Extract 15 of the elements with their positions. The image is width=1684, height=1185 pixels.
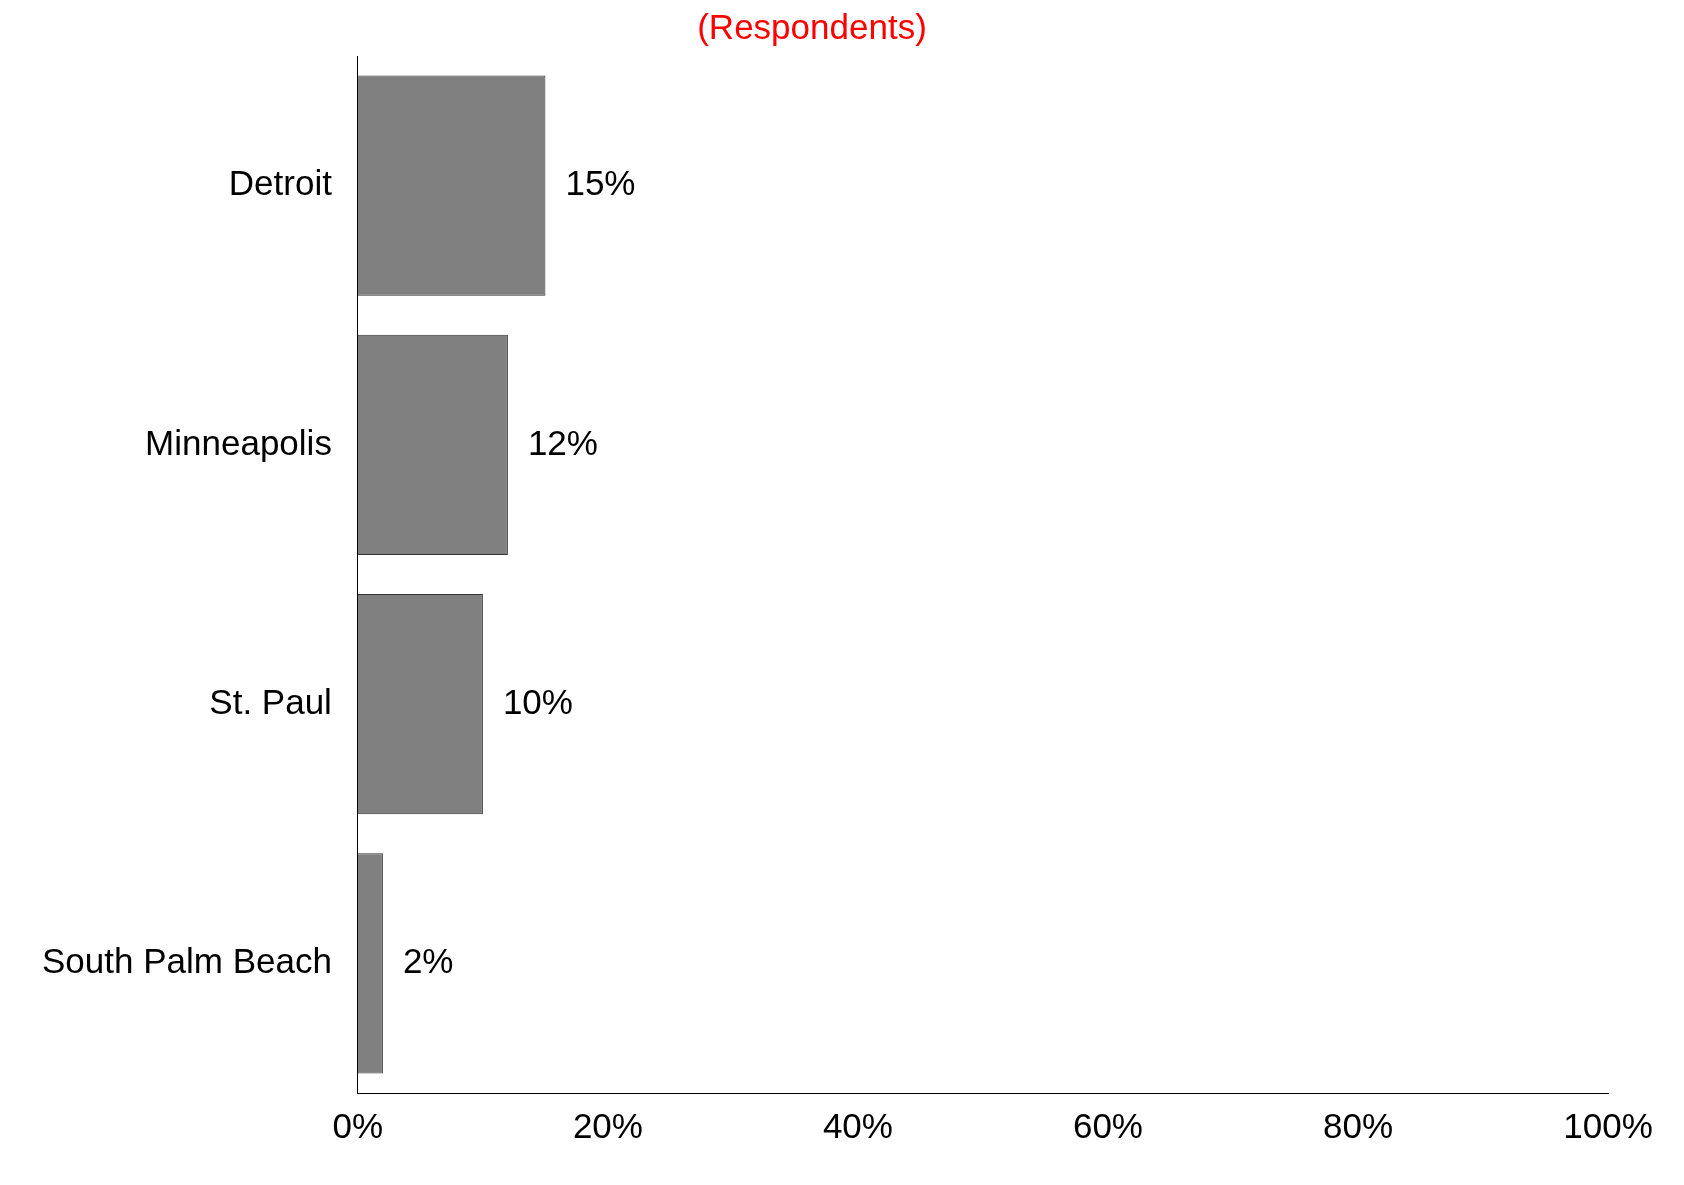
y-tick-label: Minneapolis	[145, 422, 332, 462]
data-label: 12%	[527, 422, 598, 462]
x-tick-label: 40%	[822, 1105, 893, 1145]
x-tick-label: 0%	[332, 1105, 384, 1145]
data-label: 2%	[402, 941, 454, 981]
chart-subtitle: (Respondents)	[697, 6, 927, 46]
y-tick-label: Detroit	[228, 163, 333, 203]
data-label: 10%	[502, 681, 573, 721]
x-tick-label: 60%	[1072, 1105, 1143, 1145]
data-label: 15%	[565, 163, 636, 203]
x-tick-label: 80%	[1322, 1105, 1394, 1145]
y-tick-label: St. Paul	[209, 681, 332, 721]
x-tick-label: 20%	[572, 1105, 643, 1145]
y-tick-label: South Palm Beach	[41, 941, 332, 981]
x-tick-label: 100%	[1563, 1105, 1653, 1145]
